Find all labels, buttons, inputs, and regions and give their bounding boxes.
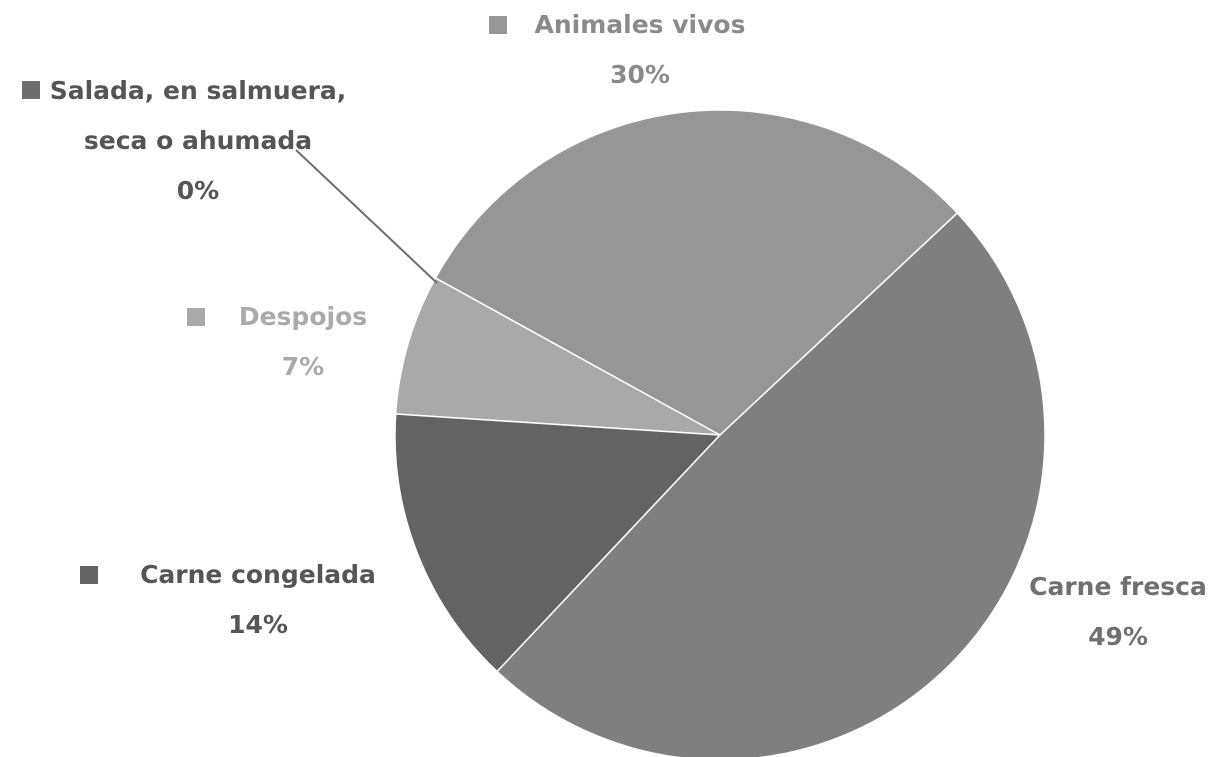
label-value: 30%: [610, 60, 670, 89]
pie-slice: [394, 413, 722, 673]
data-label: Carne fresca 49%: [998, 562, 1223, 662]
leader-line: [295, 149, 438, 284]
legend-swatch: [22, 81, 40, 99]
label-value: 14%: [228, 610, 288, 639]
data-label: Salada, en salmuera, seca o ahumada 0%: [48, 66, 348, 216]
pie-slice: [434, 109, 959, 436]
legend-swatch: [187, 308, 205, 326]
legend-swatch: [489, 16, 507, 34]
label-value: 7%: [281, 352, 325, 381]
label-name: Carne fresca: [1029, 572, 1207, 601]
label-name: Salada, en salmuera, seca o ahumada: [49, 76, 347, 155]
label-value: 0%: [176, 176, 220, 205]
data-label: Despojos 7%: [203, 292, 403, 392]
data-label: Animales vivos 30%: [490, 0, 790, 100]
label-name: Despojos: [238, 302, 368, 331]
label-name: Animales vivos: [534, 10, 746, 39]
label-name: Carne congelada: [140, 560, 376, 589]
data-label: Carne congelada 14%: [108, 550, 408, 650]
pie-slice: [496, 211, 1046, 757]
label-value: 49%: [1088, 622, 1148, 651]
legend-swatch: [80, 566, 98, 584]
pie-slice: [394, 276, 721, 436]
